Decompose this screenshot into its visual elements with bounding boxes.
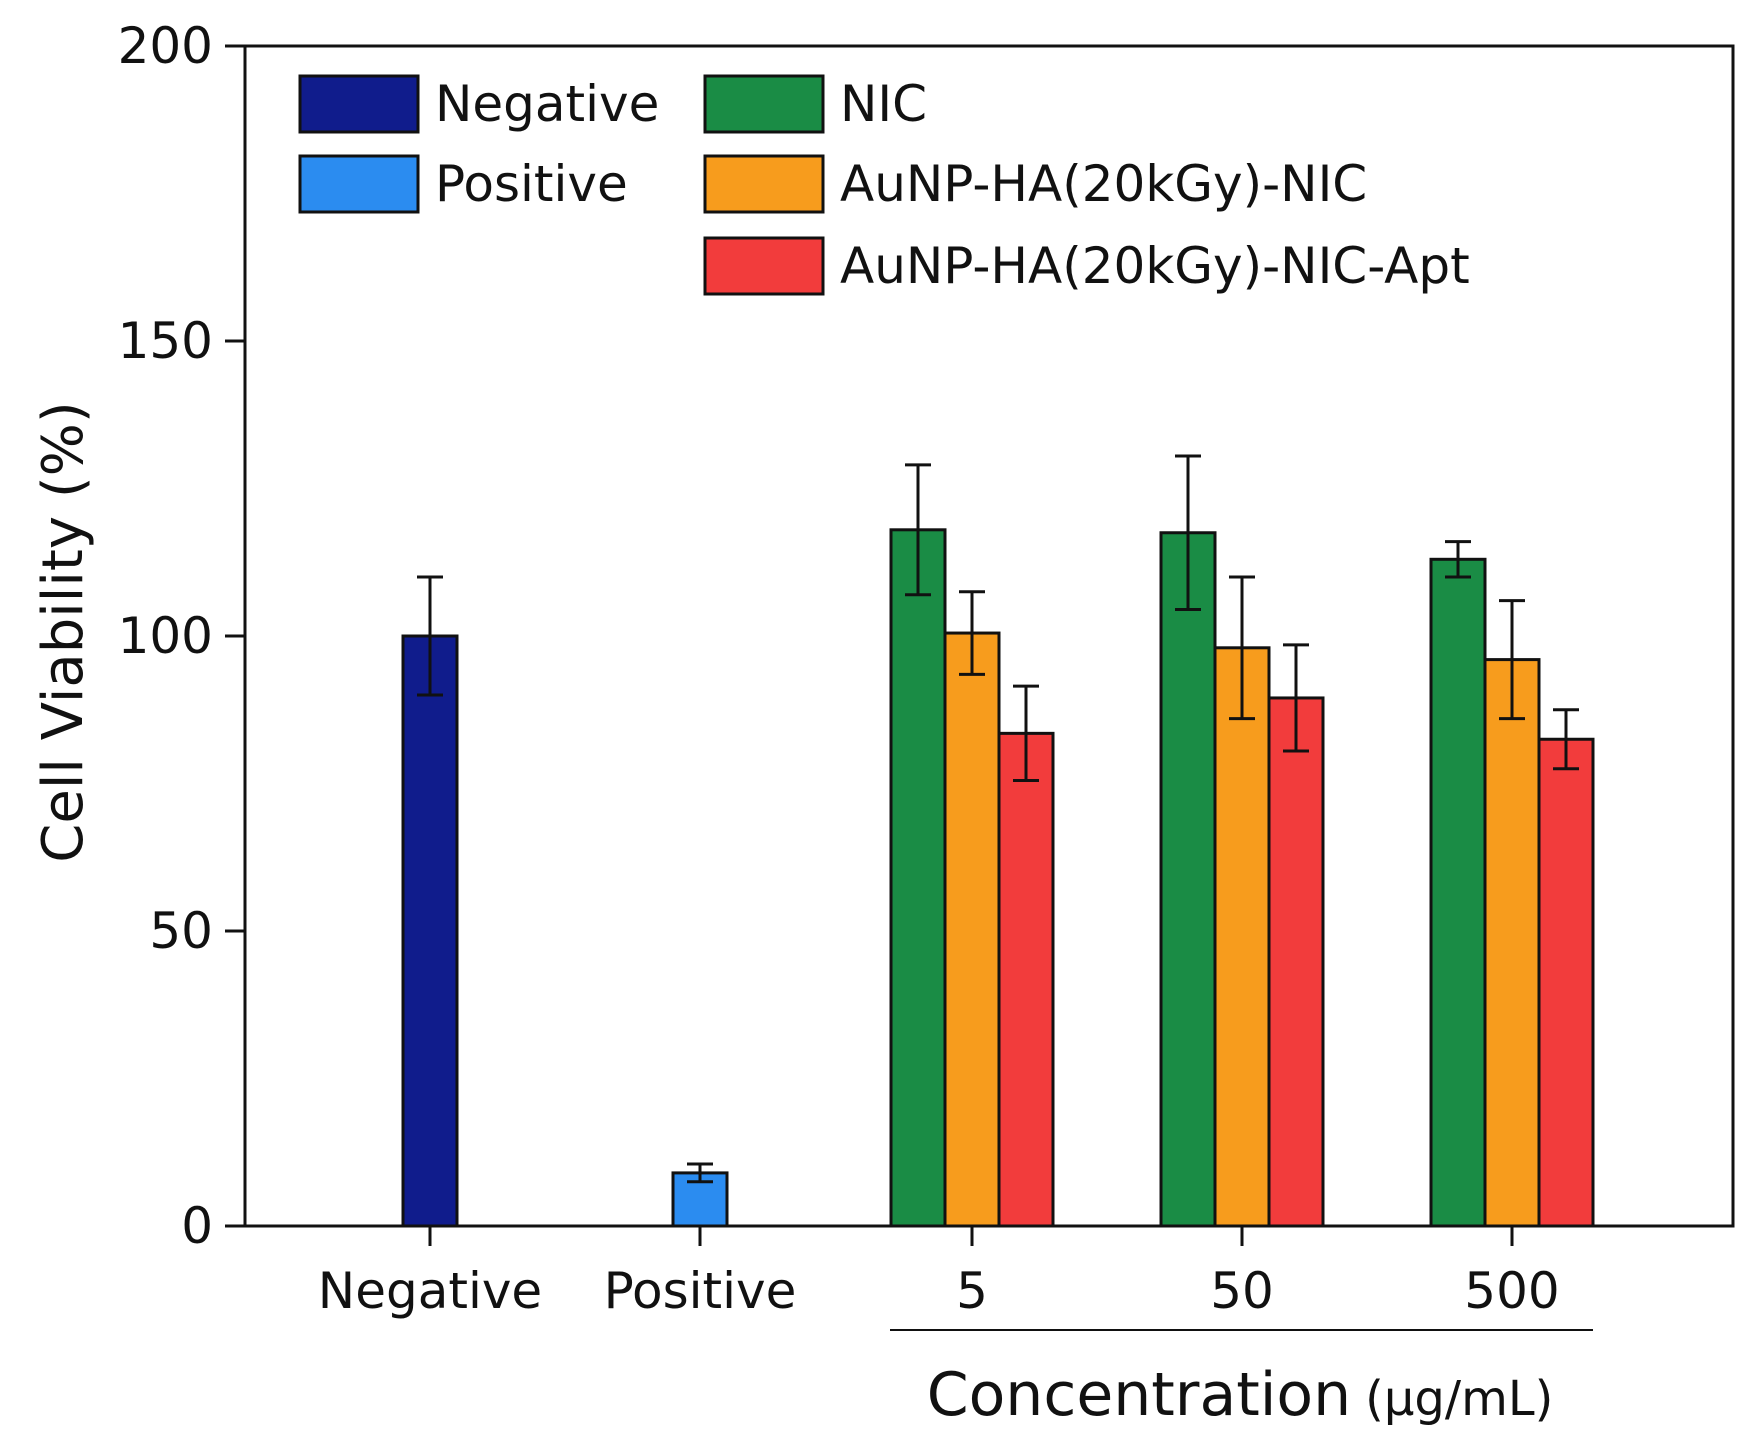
- legend-label-nic: NIC: [840, 75, 927, 133]
- legend-swatch-aunp-ha-20kgy-nic: [703, 154, 825, 214]
- bar-nic-5-bar: [889, 528, 947, 1228]
- x-tick-label: Positive: [604, 1262, 797, 1320]
- legend-swatch-nic: [703, 74, 825, 134]
- x-tick-label: 50: [1210, 1262, 1274, 1320]
- x-tick-label: Negative: [318, 1262, 542, 1320]
- x-axis-title-main: Concentration: [927, 1360, 1351, 1430]
- bar-aunp-ha-20kgy-nic-50-bar: [1213, 646, 1271, 1228]
- y-tick-label: 200: [118, 17, 213, 75]
- legend-swatch-negative: [298, 74, 420, 134]
- legend-swatch-positive: [298, 154, 420, 214]
- legend-label-negative: Negative: [435, 75, 659, 133]
- legend-swatch-aunp-ha-20kgy-nic-apt: [703, 236, 825, 296]
- x-tick-label: 5: [956, 1262, 988, 1320]
- y-axis-title: Cell Viability (%): [31, 401, 96, 862]
- y-tick-label: 150: [118, 312, 213, 370]
- bar-aunp-ha-20kgy-nic-apt-50-bar: [1267, 696, 1325, 1228]
- legend-label-positive: Positive: [435, 155, 628, 213]
- x-axis-title: Concentration (μg/mL): [927, 1360, 1554, 1430]
- y-tick-label: 100: [118, 607, 213, 665]
- bar-aunp-ha-20kgy-nic-5-bar: [943, 631, 1001, 1228]
- bar-aunp-ha-20kgy-nic-500-bar: [1483, 658, 1541, 1228]
- x-tick-label: 500: [1464, 1262, 1559, 1320]
- y-tick-label: 0: [181, 1197, 213, 1255]
- bar-aunp-ha-20kgy-nic-apt-500-bar: [1537, 737, 1595, 1228]
- x-axis-title-unit: (μg/mL): [1365, 1371, 1553, 1427]
- plot-layer: 0 50 100 150 200 Negative Positive 5 50 500 Negati…: [118, 17, 1735, 1331]
- legend-label-aunp-ha-20kgy-nic-apt: AuNP-HA(20kGy)-NIC-Apt: [840, 237, 1470, 295]
- bar-nic-50-bar: [1159, 531, 1217, 1228]
- bar-nic-500-bar: [1429, 557, 1487, 1228]
- bar-aunp-ha-20kgy-nic-apt-5-bar: [997, 731, 1055, 1228]
- y-tick-label: 50: [149, 902, 213, 960]
- legend-label-aunp-ha-20kgy-nic: AuNP-HA(20kGy)-NIC: [840, 155, 1367, 213]
- bar-negative-bar: [401, 634, 459, 1228]
